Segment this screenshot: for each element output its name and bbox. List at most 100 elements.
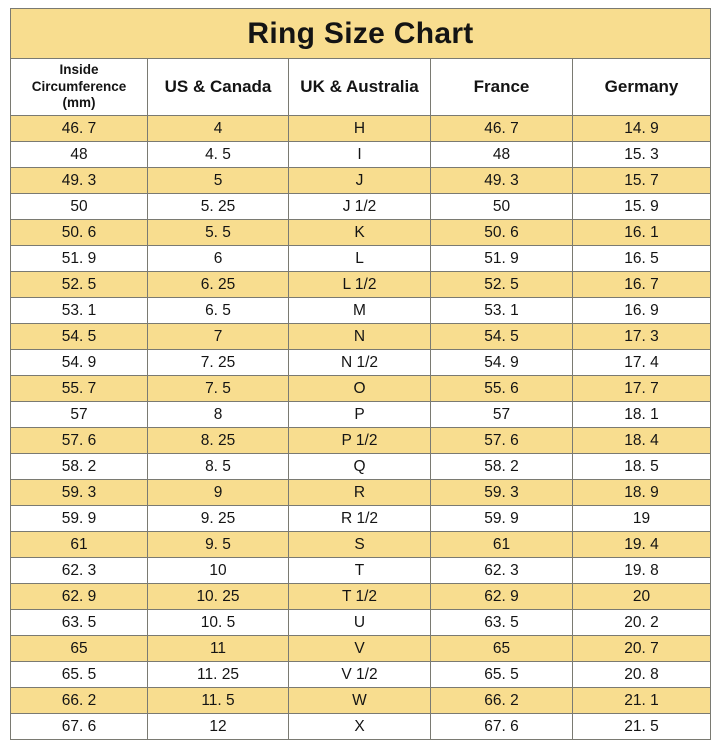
cell-uk-australia: T xyxy=(288,557,431,584)
cell-uk-australia: S xyxy=(288,531,431,558)
cell-france: 52. 5 xyxy=(430,271,573,298)
cell-uk-australia: H xyxy=(288,115,431,142)
cell-france: 66. 2 xyxy=(430,687,573,714)
cell-uk-australia: R xyxy=(288,479,431,506)
cell-circumference: 66. 2 xyxy=(10,687,148,714)
cell-germany: 16. 1 xyxy=(571,219,712,246)
cell-us-canada: 10. 25 xyxy=(147,583,289,610)
cell-germany: 21. 5 xyxy=(571,713,712,740)
table-row: 46. 7 4 H 46. 7 14. 9 xyxy=(10,115,712,142)
cell-france: 46. 7 xyxy=(430,115,573,142)
cell-france: 62. 3 xyxy=(430,557,573,584)
cell-uk-australia: J 1/2 xyxy=(288,193,431,220)
cell-circumference: 55. 7 xyxy=(10,375,148,402)
column-header-row: Inside Circumference (mm) US & Canada UK… xyxy=(10,58,712,116)
table-row: 67. 6 12 X 67. 6 21. 5 xyxy=(10,713,712,740)
cell-circumference: 62. 3 xyxy=(10,557,148,584)
table-row: 65. 5 11. 25 V 1/2 65. 5 20. 8 xyxy=(10,661,712,688)
table-row: 49. 3 5 J 49. 3 15. 7 xyxy=(10,167,712,194)
cell-uk-australia: N 1/2 xyxy=(288,349,431,376)
table-row: 52. 5 6. 25 L 1/2 52. 5 16. 7 xyxy=(10,271,712,298)
chart-title: Ring Size Chart xyxy=(9,8,712,59)
cell-uk-australia: N xyxy=(288,323,431,350)
cell-germany: 16. 9 xyxy=(571,297,712,324)
cell-circumference: 62. 9 xyxy=(10,583,148,610)
cell-us-canada: 7. 25 xyxy=(147,349,289,376)
cell-us-canada: 8 xyxy=(147,401,289,428)
cell-germany: 19. 4 xyxy=(571,531,712,558)
cell-circumference: 54. 5 xyxy=(10,323,148,350)
table-row: 50. 6 5. 5 K 50. 6 16. 1 xyxy=(10,219,712,246)
cell-uk-australia: R 1/2 xyxy=(288,505,431,532)
cell-circumference: 46. 7 xyxy=(10,115,148,142)
table-row: 66. 2 11. 5 W 66. 2 21. 1 xyxy=(10,687,712,714)
cell-france: 62. 9 xyxy=(430,583,573,610)
table-row: 48 4. 5 I 48 15. 3 xyxy=(10,141,712,168)
table-row: 53. 1 6. 5 M 53. 1 16. 9 xyxy=(10,297,712,324)
cell-us-canada: 9 xyxy=(147,479,289,506)
table-row: 62. 3 10 T 62. 3 19. 8 xyxy=(10,557,712,584)
column-header-us-canada: US & Canada xyxy=(147,58,289,116)
title-row: Ring Size Chart xyxy=(9,8,712,59)
cell-germany: 20. 7 xyxy=(571,635,712,662)
cell-germany: 16. 7 xyxy=(571,271,712,298)
cell-circumference: 59. 3 xyxy=(10,479,148,506)
cell-france: 65 xyxy=(430,635,573,662)
column-header-uk-australia: UK & Australia xyxy=(288,58,431,116)
cell-france: 61 xyxy=(430,531,573,558)
cell-germany: 17. 3 xyxy=(571,323,712,350)
cell-france: 50. 6 xyxy=(430,219,573,246)
cell-uk-australia: M xyxy=(288,297,431,324)
cell-us-canada: 8. 5 xyxy=(147,453,289,480)
cell-germany: 18. 1 xyxy=(571,401,712,428)
cell-us-canada: 9. 25 xyxy=(147,505,289,532)
table-row: 65 11 V 65 20. 7 xyxy=(10,635,712,662)
table-row: 51. 9 6 L 51. 9 16. 5 xyxy=(10,245,712,272)
table-row: 57. 6 8. 25 P 1/2 57. 6 18. 4 xyxy=(10,427,712,454)
cell-circumference: 65. 5 xyxy=(10,661,148,688)
cell-france: 51. 9 xyxy=(430,245,573,272)
cell-germany: 20 xyxy=(571,583,712,610)
cell-germany: 18. 4 xyxy=(571,427,712,454)
cell-us-canada: 12 xyxy=(147,713,289,740)
cell-france: 49. 3 xyxy=(430,167,573,194)
cell-circumference: 58. 2 xyxy=(10,453,148,480)
cell-france: 54. 5 xyxy=(430,323,573,350)
cell-us-canada: 6. 25 xyxy=(147,271,289,298)
ring-size-chart: Ring Size Chart Inside Circumference (mm… xyxy=(9,8,712,740)
cell-france: 67. 6 xyxy=(430,713,573,740)
column-header-circumference-line2: (mm) xyxy=(62,95,96,111)
cell-germany: 16. 5 xyxy=(571,245,712,272)
table-row: 59. 9 9. 25 R 1/2 59. 9 19 xyxy=(10,505,712,532)
table-row: 54. 5 7 N 54. 5 17. 3 xyxy=(10,323,712,350)
cell-france: 54. 9 xyxy=(430,349,573,376)
cell-uk-australia: T 1/2 xyxy=(288,583,431,610)
table-row: 59. 3 9 R 59. 3 18. 9 xyxy=(10,479,712,506)
cell-us-canada: 11 xyxy=(147,635,289,662)
cell-germany: 15. 3 xyxy=(571,141,712,168)
cell-us-canada: 8. 25 xyxy=(147,427,289,454)
cell-germany: 20. 8 xyxy=(571,661,712,688)
cell-circumference: 49. 3 xyxy=(10,167,148,194)
cell-circumference: 65 xyxy=(10,635,148,662)
cell-us-canada: 11. 5 xyxy=(147,687,289,714)
cell-circumference: 51. 9 xyxy=(10,245,148,272)
cell-uk-australia: L xyxy=(288,245,431,272)
cell-france: 57. 6 xyxy=(430,427,573,454)
cell-germany: 15. 7 xyxy=(571,167,712,194)
table-row: 57 8 P 57 18. 1 xyxy=(10,401,712,428)
column-header-circumference: Inside Circumference (mm) xyxy=(10,58,148,116)
cell-france: 53. 1 xyxy=(430,297,573,324)
cell-germany: 19. 8 xyxy=(571,557,712,584)
cell-france: 59. 9 xyxy=(430,505,573,532)
cell-us-canada: 10 xyxy=(147,557,289,584)
cell-circumference: 63. 5 xyxy=(10,609,148,636)
cell-circumference: 48 xyxy=(10,141,148,168)
cell-france: 65. 5 xyxy=(430,661,573,688)
cell-us-canada: 7. 5 xyxy=(147,375,289,402)
cell-uk-australia: Q xyxy=(288,453,431,480)
cell-germany: 21. 1 xyxy=(571,687,712,714)
cell-circumference: 54. 9 xyxy=(10,349,148,376)
table-row: 50 5. 25 J 1/2 50 15. 9 xyxy=(10,193,712,220)
column-header-circumference-line1: Inside Circumference xyxy=(31,61,127,94)
